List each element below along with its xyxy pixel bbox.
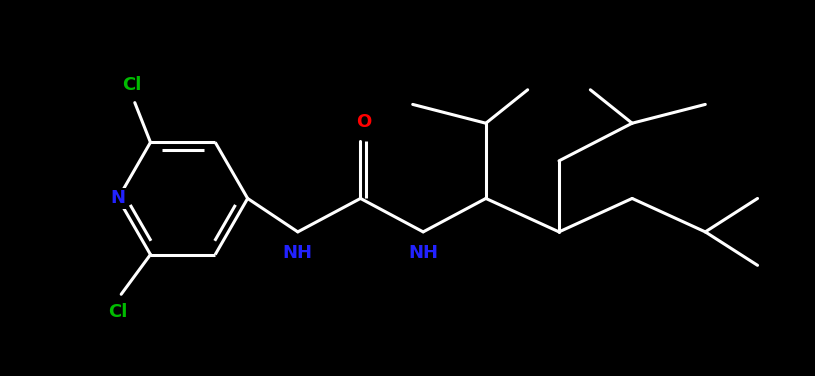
Text: NH: NH xyxy=(408,244,438,262)
Text: Cl: Cl xyxy=(122,76,141,94)
Text: N: N xyxy=(111,190,126,208)
Text: Cl: Cl xyxy=(108,303,128,321)
Text: NH: NH xyxy=(283,244,313,262)
Text: O: O xyxy=(356,113,372,131)
